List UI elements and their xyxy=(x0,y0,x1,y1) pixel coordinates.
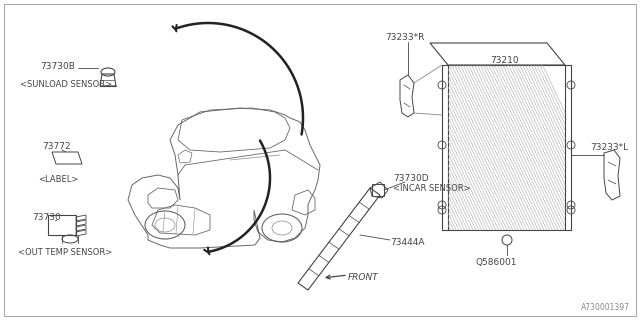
Text: 73233*L: 73233*L xyxy=(590,143,628,152)
Text: 73210: 73210 xyxy=(490,56,518,65)
Text: <OUT TEMP SENSOR>: <OUT TEMP SENSOR> xyxy=(18,248,112,257)
Text: 73730B: 73730B xyxy=(40,62,75,71)
Text: <LABEL>: <LABEL> xyxy=(38,175,78,184)
Text: Q586001: Q586001 xyxy=(475,258,516,267)
Text: 73233*R: 73233*R xyxy=(385,33,424,42)
Text: FRONT: FRONT xyxy=(348,273,379,282)
Text: 73444A: 73444A xyxy=(390,238,424,247)
Text: A730001397: A730001397 xyxy=(581,303,630,312)
Text: 73730D: 73730D xyxy=(393,174,429,183)
Text: <SUNLOAD SENSOR>: <SUNLOAD SENSOR> xyxy=(20,80,112,89)
Text: <INCAR SENSOR>: <INCAR SENSOR> xyxy=(393,184,470,193)
Text: 73730: 73730 xyxy=(32,213,61,222)
Text: 73772: 73772 xyxy=(42,142,70,151)
